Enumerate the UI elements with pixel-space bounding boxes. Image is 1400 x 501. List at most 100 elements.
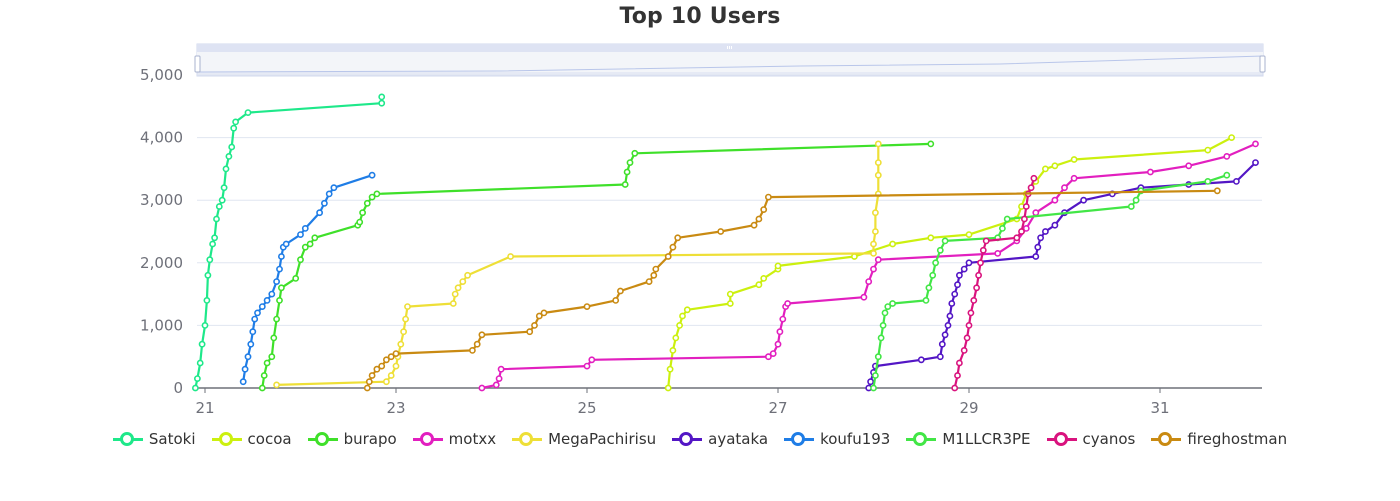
data-point[interactable] bbox=[669, 243, 677, 251]
data-point[interactable] bbox=[244, 109, 252, 116]
data-point[interactable] bbox=[874, 353, 882, 361]
data-zoom-slider[interactable] bbox=[194, 43, 1266, 77]
data-point[interactable] bbox=[535, 312, 543, 320]
data-point[interactable] bbox=[664, 384, 672, 392]
data-point[interactable] bbox=[277, 284, 285, 292]
data-point[interactable] bbox=[946, 312, 954, 320]
data-point[interactable] bbox=[925, 284, 933, 292]
data-point[interactable] bbox=[1032, 253, 1040, 260]
data-point[interactable] bbox=[951, 290, 959, 298]
data-point[interactable] bbox=[454, 284, 462, 292]
data-point[interactable] bbox=[1032, 209, 1040, 217]
data-point[interactable] bbox=[301, 243, 309, 251]
data-point[interactable] bbox=[979, 246, 987, 254]
data-point[interactable] bbox=[404, 303, 411, 310]
data-point[interactable] bbox=[851, 253, 858, 260]
data-point[interactable] bbox=[872, 228, 879, 235]
data-point[interactable] bbox=[872, 209, 879, 217]
data-point[interactable] bbox=[297, 256, 304, 264]
data-point[interactable] bbox=[239, 378, 247, 386]
data-point[interactable] bbox=[392, 362, 400, 370]
series-koufu193[interactable] bbox=[239, 171, 376, 386]
data-point[interactable] bbox=[881, 309, 889, 317]
data-point[interactable] bbox=[378, 362, 386, 370]
data-point[interactable] bbox=[1030, 174, 1038, 182]
data-point[interactable] bbox=[941, 237, 949, 245]
data-point[interactable] bbox=[464, 271, 471, 279]
data-point[interactable] bbox=[954, 281, 961, 289]
data-point[interactable] bbox=[228, 143, 236, 151]
data-point[interactable] bbox=[1042, 165, 1049, 173]
data-point[interactable] bbox=[774, 262, 782, 270]
data-point[interactable] bbox=[669, 346, 677, 354]
data-point[interactable] bbox=[750, 221, 758, 229]
data-point[interactable] bbox=[963, 334, 971, 342]
data-point[interactable] bbox=[956, 359, 963, 367]
data-point[interactable] bbox=[209, 240, 216, 248]
data-point[interactable] bbox=[387, 353, 395, 361]
data-point[interactable] bbox=[277, 253, 285, 260]
data-point[interactable] bbox=[201, 321, 209, 329]
legend-item-m1llcr3pe[interactable]: M1LLCR3PE bbox=[906, 430, 1031, 448]
data-point[interactable] bbox=[276, 296, 283, 304]
data-point[interactable] bbox=[363, 384, 371, 392]
data-point[interactable] bbox=[468, 346, 476, 354]
data-point[interactable] bbox=[254, 309, 261, 317]
series-cyanos[interactable] bbox=[951, 174, 1038, 392]
data-point[interactable] bbox=[263, 359, 271, 367]
data-point[interactable] bbox=[218, 196, 226, 204]
data-point[interactable] bbox=[1042, 228, 1049, 235]
data-point[interactable] bbox=[975, 271, 982, 279]
data-point[interactable] bbox=[664, 253, 672, 260]
data-point[interactable] bbox=[784, 300, 791, 307]
data-point[interactable] bbox=[874, 159, 882, 166]
data-point[interactable] bbox=[297, 231, 304, 238]
slider-left-handle[interactable] bbox=[194, 55, 201, 73]
data-point[interactable] bbox=[1252, 140, 1259, 148]
data-point[interactable] bbox=[1037, 234, 1044, 242]
data-point[interactable] bbox=[965, 231, 973, 238]
data-point[interactable] bbox=[1252, 159, 1259, 166]
legend-item-fireghostman[interactable]: fireghostman bbox=[1151, 430, 1287, 448]
data-point[interactable] bbox=[273, 315, 280, 323]
data-point[interactable] bbox=[244, 353, 252, 361]
data-point[interactable] bbox=[760, 274, 768, 282]
data-point[interactable] bbox=[626, 159, 634, 166]
series-burapo[interactable] bbox=[258, 140, 935, 392]
data-point[interactable] bbox=[982, 237, 990, 245]
data-point[interactable] bbox=[273, 381, 280, 389]
data-point[interactable] bbox=[1080, 196, 1087, 204]
data-point[interactable] bbox=[865, 278, 873, 285]
data-point[interactable] bbox=[1147, 168, 1154, 176]
data-point[interactable] bbox=[268, 353, 276, 361]
data-point[interactable] bbox=[365, 378, 373, 386]
data-point[interactable] bbox=[397, 340, 405, 348]
series-cocoa[interactable] bbox=[664, 134, 1235, 392]
data-point[interactable] bbox=[617, 287, 624, 295]
data-point[interactable] bbox=[378, 93, 386, 101]
legend-item-satoki[interactable]: Satoki bbox=[112, 430, 196, 448]
legend-item-cocoa[interactable]: cocoa bbox=[211, 430, 292, 448]
data-point[interactable] bbox=[879, 321, 887, 329]
data-point[interactable] bbox=[1061, 184, 1068, 192]
legend-item-ayataka[interactable]: ayataka bbox=[672, 430, 768, 448]
data-point[interactable] bbox=[459, 278, 467, 285]
data-point[interactable] bbox=[941, 331, 949, 339]
data-point[interactable] bbox=[1204, 177, 1212, 185]
data-point[interactable] bbox=[263, 296, 271, 304]
data-point[interactable] bbox=[765, 353, 772, 361]
data-point[interactable] bbox=[884, 303, 892, 310]
data-point[interactable] bbox=[1051, 196, 1059, 204]
data-point[interactable] bbox=[676, 321, 683, 329]
data-point[interactable] bbox=[977, 259, 984, 267]
data-point[interactable] bbox=[368, 372, 376, 379]
data-point[interactable] bbox=[1034, 243, 1042, 251]
data-point[interactable] bbox=[917, 356, 925, 364]
data-point[interactable] bbox=[392, 350, 400, 357]
data-point[interactable] bbox=[451, 290, 459, 298]
data-point[interactable] bbox=[1233, 177, 1240, 185]
data-point[interactable] bbox=[373, 190, 381, 198]
data-point[interactable] bbox=[258, 303, 266, 310]
data-point[interactable] bbox=[1204, 146, 1212, 154]
data-point[interactable] bbox=[241, 365, 249, 373]
